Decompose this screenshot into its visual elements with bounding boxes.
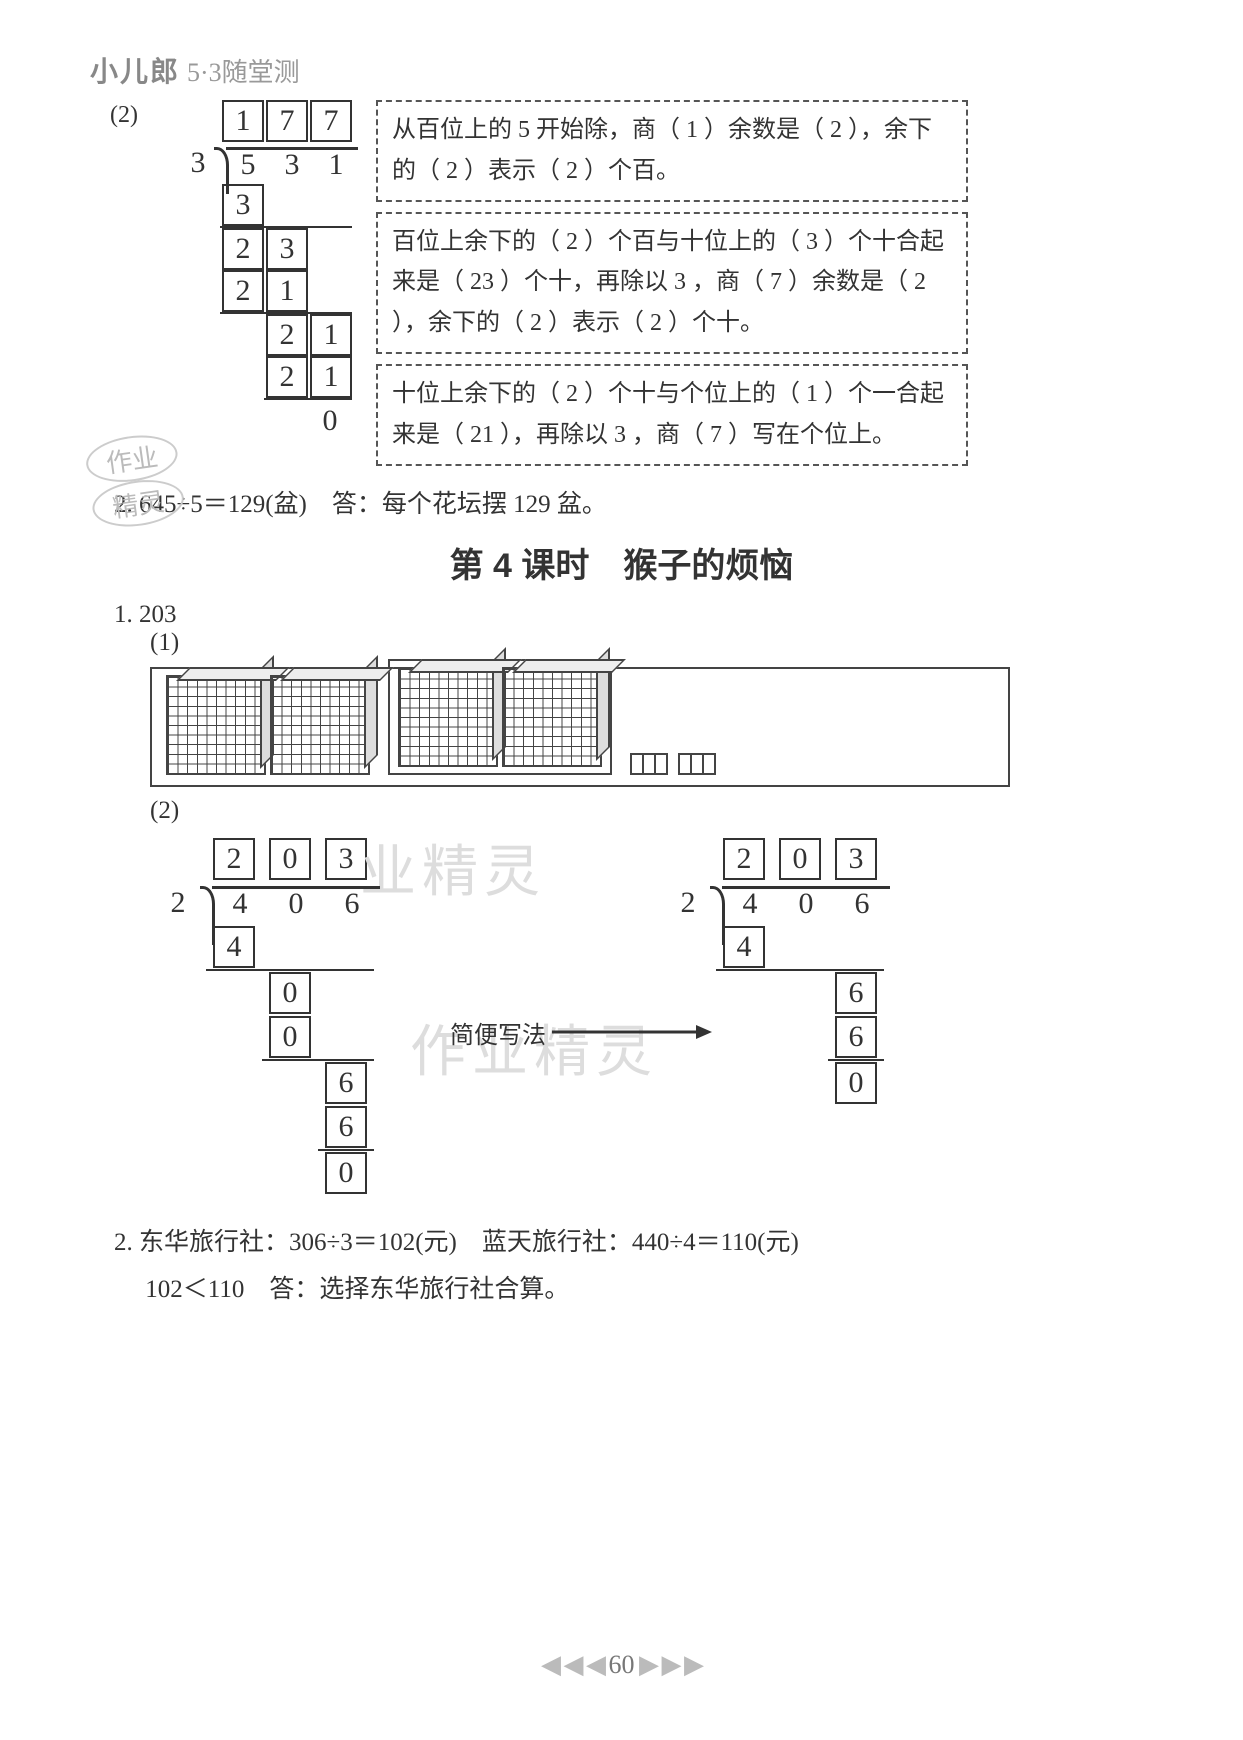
arrow-icon (552, 1022, 712, 1042)
sub1-label: (1) (150, 629, 1153, 657)
long-division-406-2-a: 2032406400660 (150, 837, 380, 1195)
two-divisions-row: 业精灵 作业精灵 2032406400660 简便写法 20324064660 (150, 837, 1153, 1195)
brand-text: 小儿郎 (90, 57, 180, 88)
header-subtitle: 5·3随堂测 (187, 58, 300, 87)
explain-box-3: 十位上余下的（ 2 ）个十与个位上的（ 1 ）个一合起来是（ 21 ），再除以 … (376, 364, 968, 466)
section-title: 第 4 课时 猴子的烦恼 (90, 538, 1153, 587)
sub2-label: (2) (150, 797, 1153, 825)
q1-label: 1. 203 (114, 601, 1153, 629)
q2-line1: 2. 东华旅行社：306÷3＝102(元) 蓝天旅行社：440÷4＝110(元) (114, 1219, 1153, 1267)
hundred-block (166, 675, 266, 775)
explain-box-1: 从百位上的 5 开始除，商（ 1 ）余数是（ 2 ），余下的（ 2 ）表示（ 2… (376, 100, 968, 202)
hundred-block (398, 667, 498, 767)
watermark-text: 业精灵 (360, 827, 546, 908)
problem-2-container: (2) 17735313232121210 从百位上的 5 开始除，商（ 1 ）… (110, 100, 1153, 466)
long-division-406-2-b: 20324064660 (660, 837, 890, 1105)
problem-2-label: (2) (110, 102, 158, 129)
page-number: 60 (0, 1650, 1243, 1680)
q2-answer: 2. 东华旅行社：306÷3＝102(元) 蓝天旅行社：440÷4＝110(元)… (114, 1219, 1153, 1314)
hundred-block (270, 675, 370, 775)
blocks-illustration (150, 667, 1010, 787)
explain-box-2: 百位上余下的（ 2 ）个百与十位上的（ 3 ）个十合起来是（ 23 ）个十，再除… (376, 212, 968, 354)
explanation-column: 从百位上的 5 开始除，商（ 1 ）余数是（ 2 ），余下的（ 2 ）表示（ 2… (376, 100, 968, 466)
q2-line2: 102＜110 答：选择东华旅行社合算。 (114, 1266, 1153, 1314)
unit-blocks (630, 753, 716, 775)
page-header: 小儿郎 5·3随堂测 (90, 50, 1153, 90)
hundred-block (502, 667, 602, 767)
answer-2-text: 2. 645÷5＝129(盆) 答：每个花坛摆 129 盆。 (114, 484, 1153, 520)
long-division-531-3: 17735313232121210 (176, 100, 358, 442)
arrow-label: 简便写法 (450, 1015, 712, 1050)
